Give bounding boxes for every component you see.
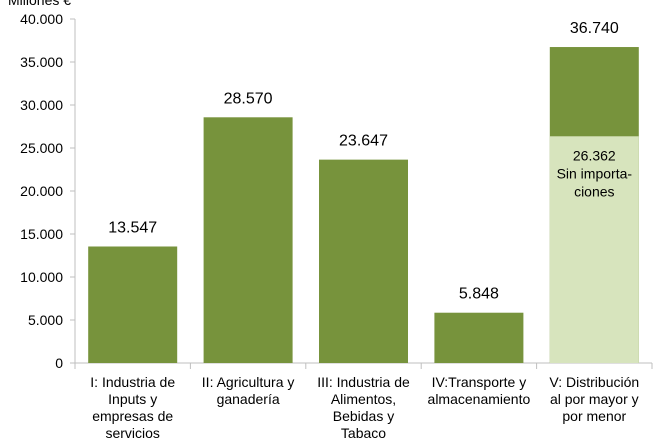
bar-data-label: 36.740 (570, 20, 619, 37)
bar (88, 246, 178, 363)
x-category-label: Inputs y (108, 391, 157, 407)
x-category-label: V: Distribución (549, 374, 639, 390)
bar (203, 117, 293, 363)
y-tick-label: 30.000 (20, 97, 63, 113)
x-category-label: al por mayor y (550, 391, 639, 407)
x-category-label: IV:Transporte y (432, 374, 527, 390)
y-tick-label: 40.000 (20, 11, 63, 27)
bar-data-label: 13.547 (108, 219, 157, 236)
x-category-label: Tabaco (341, 425, 386, 441)
bar (319, 159, 408, 363)
x-category-label: III: Industria de (317, 374, 410, 390)
x-category-label: ganadería (217, 391, 280, 407)
bar-data-label: 23.647 (339, 133, 388, 150)
bar (434, 312, 524, 363)
y-tick-label: 25.000 (20, 140, 63, 156)
y-tick-label: 20.000 (20, 183, 63, 199)
x-category-label: II: Agricultura y (202, 374, 295, 390)
y-tick-label: 10.000 (20, 269, 63, 285)
x-category-label: Bebidas y (333, 408, 394, 424)
y-tick-label: 5.000 (28, 312, 63, 328)
x-category-label: almacenamiento (428, 391, 531, 407)
y-tick-label: 0 (55, 355, 63, 371)
y-axis-unit-label: Millones € (8, 0, 72, 8)
segment-data-label: ciones (574, 183, 614, 199)
segment-data-label: 26.362 (573, 147, 616, 163)
segment-data-label: Sin importa- (557, 165, 633, 181)
bar-segment-sin-importaciones (549, 136, 639, 363)
bar-data-label: 28.570 (224, 90, 273, 107)
bar-data-label: 5.848 (459, 286, 499, 303)
x-category-label: empresas de (92, 408, 173, 424)
y-tick-label: 15.000 (20, 226, 63, 242)
x-category-label: por menor (562, 408, 626, 424)
x-category-label: Alimentos, (331, 391, 396, 407)
x-category-label: servicios (105, 425, 159, 441)
x-category-label: I: Industria de (90, 374, 175, 390)
y-tick-label: 35.000 (20, 54, 63, 70)
